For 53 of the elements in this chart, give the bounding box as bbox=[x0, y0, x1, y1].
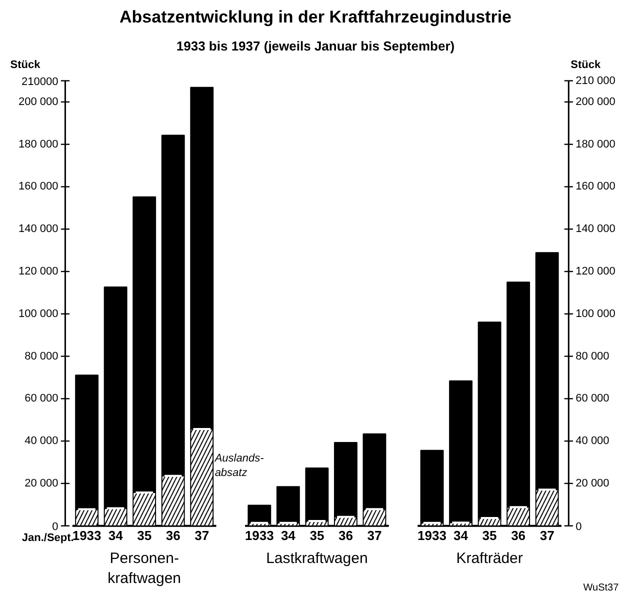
x-tick-label: 34 bbox=[280, 528, 296, 543]
y2-tick-label: 160 000 bbox=[576, 180, 616, 193]
y-tick-label: 100 000 bbox=[18, 308, 58, 320]
y-tick-label: 180 000 bbox=[18, 138, 58, 150]
x-tick-label: 37 bbox=[367, 528, 382, 543]
y2-tick-label: 100 000 bbox=[576, 308, 616, 320]
text: Lastkraftwagen bbox=[266, 550, 368, 567]
y2-tick-label: 140 000 bbox=[576, 223, 616, 236]
y2-tick-label: 60 000 bbox=[576, 392, 610, 405]
y2-axis-title: Stück bbox=[570, 58, 602, 71]
bar bbox=[420, 450, 444, 524]
x-tick-label: 34 bbox=[454, 528, 469, 543]
text: Krafträder bbox=[456, 550, 523, 567]
x-tick-label: 1933 bbox=[244, 528, 274, 543]
chart-subtitle: 1933 bis 1937 (jeweils Januar bis September) bbox=[176, 38, 455, 54]
x-tick-label: 1933 bbox=[72, 528, 102, 543]
x-tick-label: 35 bbox=[137, 528, 152, 543]
y-tick-label: 20 000 bbox=[24, 477, 58, 490]
x-tick-label: 36 bbox=[511, 528, 526, 543]
y-tick-label: 210000 bbox=[22, 76, 58, 88]
x-tick-label: 37 bbox=[540, 528, 554, 543]
y2-tick-label: 20 000 bbox=[576, 477, 610, 490]
bar bbox=[276, 486, 300, 524]
y-tick-label: 80 000 bbox=[24, 350, 58, 362]
y-tick-label: 200 000 bbox=[18, 96, 58, 108]
y-axis-title: Stück bbox=[10, 58, 42, 71]
x-tick-label: 36 bbox=[338, 528, 353, 543]
y2-tick-label: 210 000 bbox=[576, 74, 616, 87]
x-tick-label: 1933 bbox=[418, 528, 446, 543]
y2-tick-label: 40 000 bbox=[576, 435, 610, 448]
text: WuSt37 bbox=[583, 582, 620, 594]
x-axis-title: Jan./Sept. bbox=[22, 532, 74, 544]
y-tick-label: 140 000 bbox=[18, 223, 58, 236]
y2-tick-label: 120 000 bbox=[576, 266, 616, 278]
x-tick-label: 37 bbox=[194, 528, 210, 543]
bar bbox=[248, 504, 272, 524]
y2-tick-label: 0 bbox=[576, 520, 582, 533]
x-tick-label: 34 bbox=[108, 528, 124, 543]
y-tick-label: 160 000 bbox=[18, 180, 58, 193]
y2-tick-label: 80 000 bbox=[576, 350, 610, 362]
y2-tick-label: 180 000 bbox=[576, 138, 616, 150]
x-tick-label: 35 bbox=[482, 528, 497, 543]
y-tick-label: 120 000 bbox=[18, 266, 58, 278]
x-tick-label: 35 bbox=[310, 528, 324, 543]
y-tick-label: 0 bbox=[52, 520, 58, 533]
text: Personen- kraftwagen bbox=[108, 550, 182, 588]
y2-tick-label: 200 000 bbox=[576, 96, 616, 108]
y-tick-label: 60 000 bbox=[24, 392, 58, 405]
series-label: Auslands- absatz bbox=[214, 452, 264, 479]
x-tick-label: 36 bbox=[166, 528, 180, 543]
y-tick-label: 40 000 bbox=[24, 435, 58, 448]
chart-title: Absatzentwicklung in der Kraftfahrzeugindustrie bbox=[120, 8, 512, 26]
bar bbox=[449, 380, 472, 524]
